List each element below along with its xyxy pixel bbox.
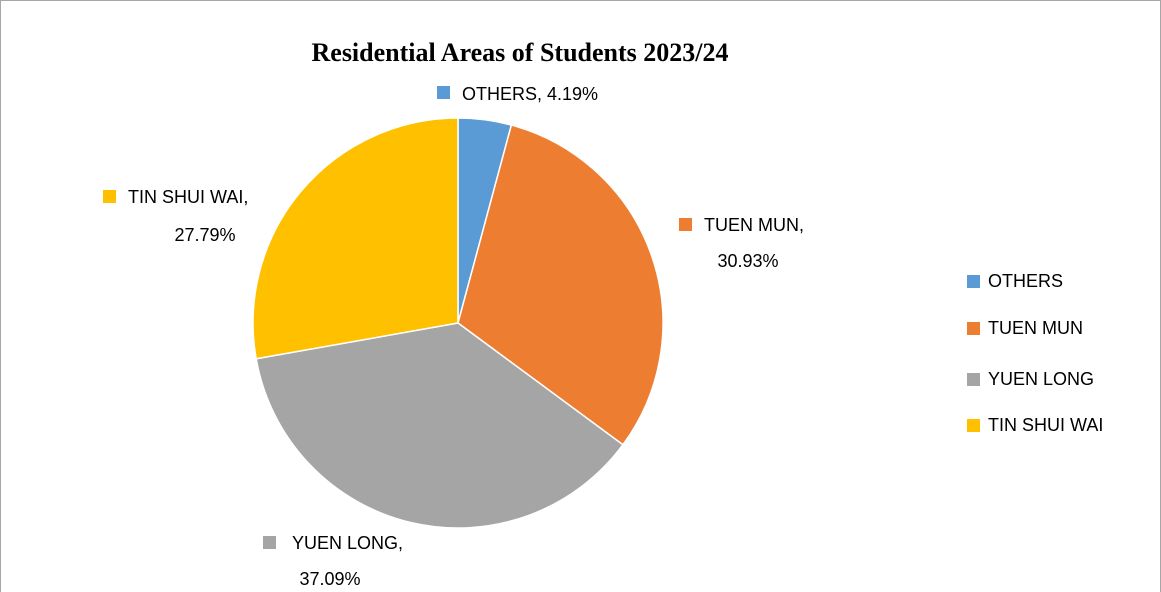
pie-slice bbox=[255, 322, 624, 529]
data-label: TIN SHUI WAI, bbox=[128, 187, 248, 207]
data-label: OTHERS, 4.19% bbox=[462, 84, 598, 104]
data-label: TUEN MUN, bbox=[704, 215, 804, 235]
data-label: 37.09% bbox=[299, 569, 360, 589]
data-label: 27.79% bbox=[174, 225, 235, 245]
legend-swatch bbox=[967, 322, 980, 335]
pie-slice bbox=[457, 124, 664, 446]
data-label: YUEN LONG, bbox=[292, 533, 403, 553]
label-swatch bbox=[437, 86, 450, 99]
legend-swatch bbox=[967, 373, 980, 386]
legend-label: TIN SHUI WAI bbox=[988, 415, 1103, 435]
legend-label: OTHERS bbox=[988, 271, 1063, 291]
label-swatch bbox=[103, 190, 116, 203]
legend-label: TUEN MUN bbox=[988, 318, 1083, 338]
legend-swatch bbox=[967, 275, 980, 288]
pie-slice bbox=[252, 117, 459, 360]
label-swatch bbox=[263, 536, 276, 549]
label-swatch bbox=[679, 218, 692, 231]
chart-title: Residential Areas of Students 2023/24 bbox=[312, 38, 729, 67]
legend-swatch bbox=[967, 419, 980, 432]
legend-label: YUEN LONG bbox=[988, 369, 1094, 389]
data-label: 30.93% bbox=[717, 251, 778, 271]
